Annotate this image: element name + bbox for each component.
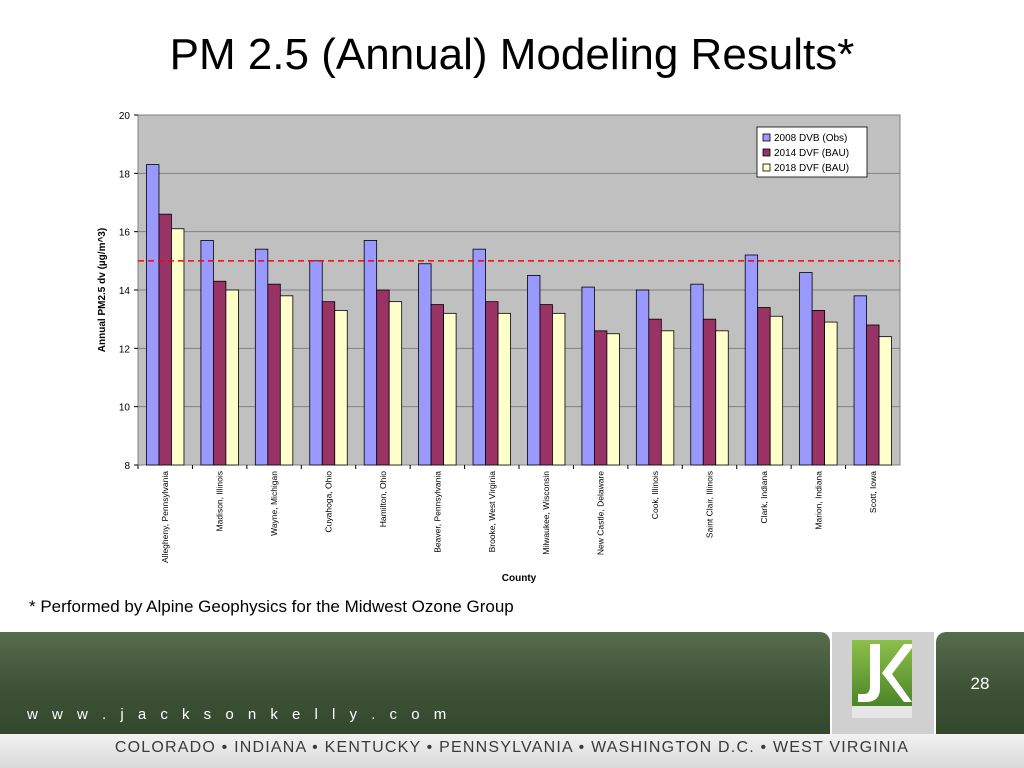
y-tick-label: 8 bbox=[124, 461, 130, 472]
x-tick-label: Hamilton, Ohio bbox=[378, 471, 388, 527]
x-tick-label: Brooke, West Virginia bbox=[487, 471, 497, 553]
footer-band-right bbox=[936, 632, 1024, 734]
legend-label: 2014 DVF (BAU) bbox=[774, 148, 849, 159]
bar-1-11 bbox=[690, 283, 704, 466]
y-tick-label: 10 bbox=[119, 403, 131, 414]
footer-band-left bbox=[0, 632, 830, 734]
x-tick-label: Beaver, Pennsylvania bbox=[432, 471, 442, 553]
bar-2-3 bbox=[267, 283, 281, 466]
bar-2-14 bbox=[866, 324, 880, 466]
x-tick-label: Clark, Indiana bbox=[759, 471, 769, 524]
bar-1-14 bbox=[853, 295, 867, 466]
bar-1-9 bbox=[581, 286, 595, 466]
x-tick-label: Madison, Illinois bbox=[215, 471, 225, 531]
chart-legend: 2008 DVB (Obs) 2014 DVF (BAU) 2018 DVF (BA… bbox=[756, 126, 868, 178]
bar-2-10 bbox=[648, 318, 662, 466]
bar-2-4 bbox=[321, 301, 336, 466]
y-tick-label: 18 bbox=[119, 169, 131, 180]
bar-3-8 bbox=[552, 312, 566, 466]
bar-1-5 bbox=[363, 240, 378, 466]
bottom-bar bbox=[0, 734, 1024, 768]
bar-3-3 bbox=[279, 295, 294, 466]
x-tick-label: Allegheny, Pennsylvania bbox=[160, 471, 170, 563]
bar-3-2 bbox=[225, 289, 239, 466]
bar-2-11 bbox=[702, 318, 717, 466]
bar-2-13 bbox=[811, 310, 826, 466]
legend-swatch bbox=[762, 133, 771, 142]
legend-box bbox=[756, 126, 868, 178]
bars bbox=[146, 164, 892, 466]
page-number: 28 bbox=[970, 674, 990, 693]
bar-3-10 bbox=[660, 330, 675, 466]
x-tick-label: Milwaukee, Wisconsin bbox=[541, 471, 551, 555]
legend-label: 2008 DVB (Obs) bbox=[774, 133, 847, 144]
bar-1-6 bbox=[418, 263, 432, 466]
y-axis-label: Annual PM2.5 dv (µg/m^3) bbox=[97, 228, 108, 352]
legend-swatch bbox=[762, 148, 771, 157]
bar-chart: 8 10 12 14 16 18 20 Allegheny, Pennsylvania Mad… bbox=[97, 111, 901, 584]
bar-1-12 bbox=[744, 254, 759, 466]
bar-3-7 bbox=[497, 312, 511, 466]
x-tick-label: Wayne, Michigan bbox=[269, 471, 279, 536]
bar-1-7 bbox=[472, 248, 486, 466]
bar-1-13 bbox=[799, 272, 813, 466]
y-axis-ticks: 8 10 12 14 16 18 20 bbox=[119, 111, 138, 472]
slide-title: PM 2.5 (Annual) Modeling Results* bbox=[169, 30, 855, 79]
x-tick-label: Marion, Indiana bbox=[813, 471, 823, 530]
bar-3-14 bbox=[878, 336, 892, 466]
y-tick-label: 16 bbox=[119, 228, 131, 239]
bar-1-4 bbox=[309, 260, 323, 466]
bar-1-3 bbox=[254, 248, 269, 466]
bar-3-6 bbox=[443, 312, 457, 466]
bar-2-9 bbox=[593, 330, 608, 466]
bar-1-8 bbox=[527, 275, 541, 466]
bar-2-2 bbox=[212, 280, 227, 466]
x-tick-label: Cook, Illinois bbox=[650, 471, 660, 519]
bar-2-8 bbox=[539, 304, 553, 466]
x-tick-label: New Castle, Delaware bbox=[596, 471, 606, 555]
bar-1-1 bbox=[146, 164, 160, 466]
y-tick-label: 12 bbox=[119, 344, 131, 355]
bar-3-13 bbox=[824, 321, 838, 466]
bar-1-2 bbox=[200, 240, 214, 466]
bar-2-1 bbox=[158, 213, 172, 466]
x-tick-label: Saint Clair, Illinois bbox=[705, 471, 715, 538]
x-axis-ticks: Allegheny, Pennsylvania Madison, Illinois… bbox=[137, 465, 878, 563]
bar-3-9 bbox=[606, 333, 620, 466]
legend-label: 2018 DVF (BAU) bbox=[774, 163, 849, 174]
x-tick-label: Cuyahoga, Ohio bbox=[324, 471, 334, 533]
x-axis-label: County bbox=[502, 573, 537, 584]
website-url[interactable]: w w w . j a c k s o n k e l l y . c o m bbox=[27, 706, 452, 723]
bar-1-10 bbox=[635, 289, 650, 466]
footnote: * Performed by Alpine Geophysics for the… bbox=[29, 597, 514, 616]
bar-3-5 bbox=[388, 301, 403, 466]
office-states: COLORADO • INDIANA • KENTUCKY • PENNSYLV… bbox=[114, 739, 910, 756]
bar-3-12 bbox=[769, 315, 784, 466]
y-tick-label: 20 bbox=[119, 111, 131, 122]
x-tick-label: Scott, Iowa bbox=[868, 471, 878, 513]
bar-2-7 bbox=[485, 301, 499, 466]
legend-swatch bbox=[762, 163, 771, 172]
jk-logo-icon bbox=[852, 640, 912, 718]
bar-3-1 bbox=[171, 228, 185, 466]
y-tick-label: 14 bbox=[119, 286, 131, 297]
bar-3-11 bbox=[715, 330, 729, 466]
bar-2-5 bbox=[376, 289, 390, 466]
bar-2-12 bbox=[757, 307, 771, 466]
bar-2-6 bbox=[430, 304, 445, 466]
bar-3-4 bbox=[334, 310, 348, 466]
